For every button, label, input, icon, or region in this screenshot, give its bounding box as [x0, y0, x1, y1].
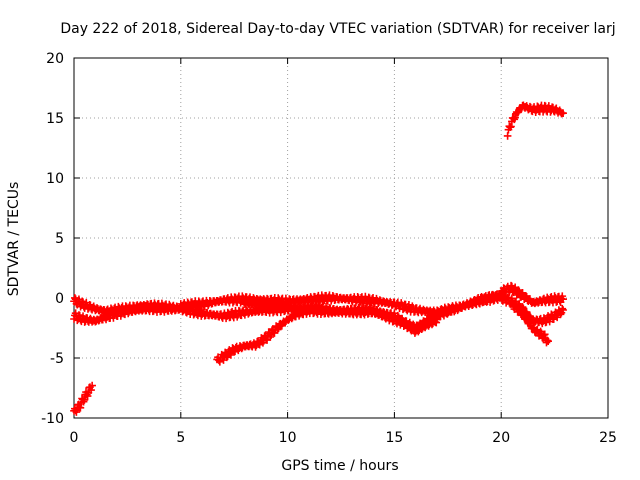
data-point	[553, 313, 561, 322]
y-tick-label: -5	[50, 351, 64, 367]
y-tick-label: 10	[46, 171, 64, 187]
y-tick-label: -10	[41, 411, 64, 427]
data-point	[227, 351, 235, 359]
data-point	[223, 353, 231, 362]
data-point	[315, 304, 324, 312]
data-point	[540, 330, 549, 339]
grid	[74, 58, 608, 418]
series-arc-late-c	[508, 297, 552, 347]
data-point	[515, 306, 524, 314]
data-point	[512, 301, 520, 310]
data-point	[263, 336, 271, 344]
data-point	[522, 292, 530, 300]
data-point	[559, 306, 567, 314]
data-point	[83, 392, 92, 400]
y-tick-label: 15	[46, 111, 64, 127]
x-tick-label: 10	[279, 430, 297, 446]
x-tick-label: 5	[176, 430, 185, 446]
data-point	[305, 306, 313, 314]
data-point	[80, 396, 89, 404]
y-tick-label: 20	[46, 51, 64, 67]
x-axis-label: GPS time / hours	[281, 458, 398, 474]
y-tick-label: 0	[55, 291, 64, 307]
data-points	[70, 101, 567, 416]
data-point	[270, 329, 279, 337]
x-tick-label: 0	[70, 430, 79, 446]
data-point	[518, 303, 527, 311]
data-point	[508, 298, 517, 307]
x-tick-label: 15	[385, 430, 403, 446]
data-point	[507, 281, 515, 290]
data-point	[76, 404, 85, 412]
data-point	[88, 381, 96, 390]
series-arc-late-b	[497, 292, 567, 328]
data-point	[78, 297, 87, 306]
data-point	[533, 102, 542, 111]
data-point	[518, 288, 527, 297]
chart-title: Day 222 of 2018, Sidereal Day-to-day VTE…	[60, 21, 615, 37]
ticks: 0 5 10 15 20 25 -10 -5 0 5 10 15 20	[41, 51, 617, 446]
y-axis-label: SDTVAR / TECUs	[6, 182, 22, 297]
x-tick-label: 25	[599, 430, 617, 446]
series-arc-late-a	[497, 281, 567, 308]
data-point	[507, 122, 515, 131]
data-point	[503, 293, 512, 302]
series-arc-rising	[213, 303, 313, 366]
series-arc-early-low	[70, 381, 96, 416]
data-point	[558, 292, 567, 300]
y-tick-label: 5	[55, 231, 64, 247]
data-point	[514, 286, 523, 294]
data-point	[511, 113, 519, 122]
series-arc-high	[503, 101, 567, 140]
data-point	[508, 297, 516, 306]
data-point	[503, 132, 512, 140]
x-tick-label: 20	[492, 430, 510, 446]
data-point	[559, 295, 567, 303]
data-point	[544, 337, 552, 345]
data-point	[559, 109, 567, 117]
data-point	[87, 386, 95, 394]
